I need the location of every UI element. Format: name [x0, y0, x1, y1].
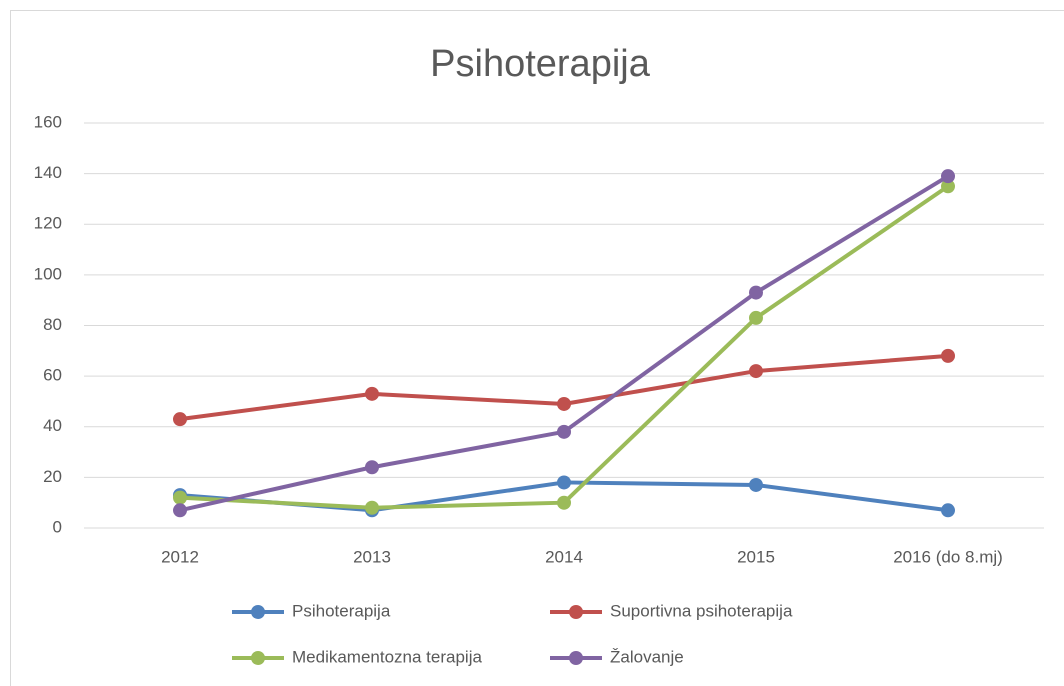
y-tick-label: 40 [43, 416, 62, 435]
legend-marker [251, 605, 265, 619]
x-tick-label: 2016 (do 8.mj) [893, 547, 1003, 566]
data-point [557, 475, 571, 490]
data-point [749, 310, 763, 325]
data-point [941, 179, 955, 194]
data-point [173, 503, 187, 518]
data-point [749, 477, 763, 492]
data-point [557, 424, 571, 439]
legend-label: Suportivna psihoterapija [610, 601, 793, 620]
legend-marker [569, 605, 583, 619]
data-point [557, 396, 571, 411]
x-tick-label: 2014 [545, 547, 583, 566]
y-tick-label: 120 [34, 214, 62, 233]
y-tick-label: 20 [43, 467, 62, 486]
y-tick-label: 140 [34, 163, 62, 182]
legend-label: Psihoterapija [292, 601, 391, 620]
data-point [365, 386, 379, 401]
legend-marker [569, 651, 583, 665]
data-point [749, 285, 763, 300]
legend-marker [251, 651, 265, 665]
legend-label: Medikamentozna terapija [292, 647, 482, 666]
data-point [941, 348, 955, 363]
data-point [941, 169, 955, 184]
x-tick-label: 2013 [353, 547, 391, 566]
data-point [173, 412, 187, 427]
data-point [557, 495, 571, 510]
y-tick-label: 160 [34, 112, 62, 131]
y-tick-label: 60 [43, 366, 62, 385]
y-tick-label: 0 [53, 517, 62, 536]
data-point [365, 500, 379, 515]
x-tick-label: 2012 [161, 547, 199, 566]
x-tick-label: 2015 [737, 547, 775, 566]
data-point [173, 490, 187, 505]
chart-title: Psihoterapija [430, 43, 651, 85]
data-point [749, 364, 763, 379]
legend-label: Žalovanje [610, 647, 684, 666]
y-tick-label: 80 [43, 315, 62, 334]
y-tick-label: 100 [34, 264, 62, 283]
chart-frame [10, 10, 1064, 686]
data-point [365, 460, 379, 475]
data-point [941, 503, 955, 518]
